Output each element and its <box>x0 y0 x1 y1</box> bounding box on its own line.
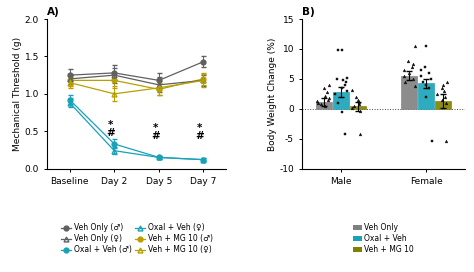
Point <box>323 90 330 94</box>
Y-axis label: Mechanical Threshold (g): Mechanical Threshold (g) <box>13 37 22 151</box>
Point <box>428 138 436 143</box>
Point <box>320 86 328 90</box>
Point <box>317 102 325 106</box>
Point <box>325 96 333 100</box>
Point <box>331 92 338 96</box>
Point <box>338 110 346 114</box>
Point <box>438 98 446 102</box>
Text: #: # <box>195 131 204 141</box>
Point <box>421 65 429 69</box>
Point <box>401 80 409 84</box>
Text: #: # <box>106 128 115 138</box>
Point <box>334 48 342 52</box>
Point <box>314 99 321 103</box>
Point <box>338 47 346 52</box>
Point <box>417 68 425 72</box>
Point <box>338 86 346 90</box>
Point <box>422 95 430 99</box>
Point <box>355 98 362 102</box>
Point <box>401 68 408 72</box>
Point <box>442 138 450 143</box>
Point <box>423 44 430 48</box>
Point <box>408 65 415 69</box>
Point <box>422 83 430 87</box>
Bar <box>435 101 451 109</box>
Point <box>442 101 449 105</box>
Point <box>411 44 419 48</box>
Point <box>439 83 447 87</box>
Bar <box>333 92 349 109</box>
Bar <box>316 102 331 109</box>
Point <box>425 71 433 75</box>
Point <box>427 77 435 81</box>
Point <box>348 88 356 92</box>
Point <box>321 94 329 98</box>
Point <box>410 62 417 66</box>
Point <box>341 132 349 136</box>
Bar <box>418 83 434 109</box>
Point <box>343 89 351 93</box>
Point <box>356 132 364 136</box>
Point <box>356 109 364 113</box>
Text: B): B) <box>302 7 315 17</box>
Point <box>342 80 350 84</box>
Point <box>339 78 347 82</box>
Point <box>350 104 357 108</box>
Point <box>355 100 362 104</box>
Text: #: # <box>151 131 160 141</box>
Point <box>348 106 356 110</box>
Legend: Veh Only (♂), Veh Only (♀), Oxal + Veh (♂), Oxal + Veh (♀), Veh + MG 10 (♂), Veh: Veh Only (♂), Veh Only (♀), Oxal + Veh (… <box>57 220 216 257</box>
Legend: Veh Only, Oxal + Veh, Veh + MG 10: Veh Only, Oxal + Veh, Veh + MG 10 <box>350 220 417 257</box>
Point <box>441 95 448 99</box>
Point <box>322 104 329 108</box>
Point <box>404 59 412 63</box>
Point <box>417 74 424 78</box>
Point <box>341 83 348 87</box>
Point <box>314 101 321 105</box>
Point <box>355 102 363 106</box>
Point <box>324 98 332 102</box>
Point <box>401 74 408 78</box>
Point <box>443 80 451 84</box>
Point <box>326 83 333 87</box>
Point <box>353 95 360 99</box>
Point <box>440 89 448 93</box>
Bar <box>401 76 417 109</box>
Point <box>334 101 342 105</box>
Text: *: * <box>197 123 202 133</box>
Point <box>405 71 413 75</box>
Point <box>419 80 427 84</box>
Y-axis label: Body Weight Change (%): Body Weight Change (%) <box>267 37 276 150</box>
Point <box>438 86 446 90</box>
Text: A): A) <box>47 7 60 17</box>
Text: *: * <box>108 120 113 130</box>
Point <box>411 84 419 88</box>
Point <box>433 92 441 96</box>
Point <box>333 77 340 81</box>
Text: *: * <box>153 123 158 133</box>
Bar <box>350 106 366 109</box>
Point <box>410 77 417 81</box>
Point <box>343 76 351 80</box>
Point <box>425 86 433 90</box>
